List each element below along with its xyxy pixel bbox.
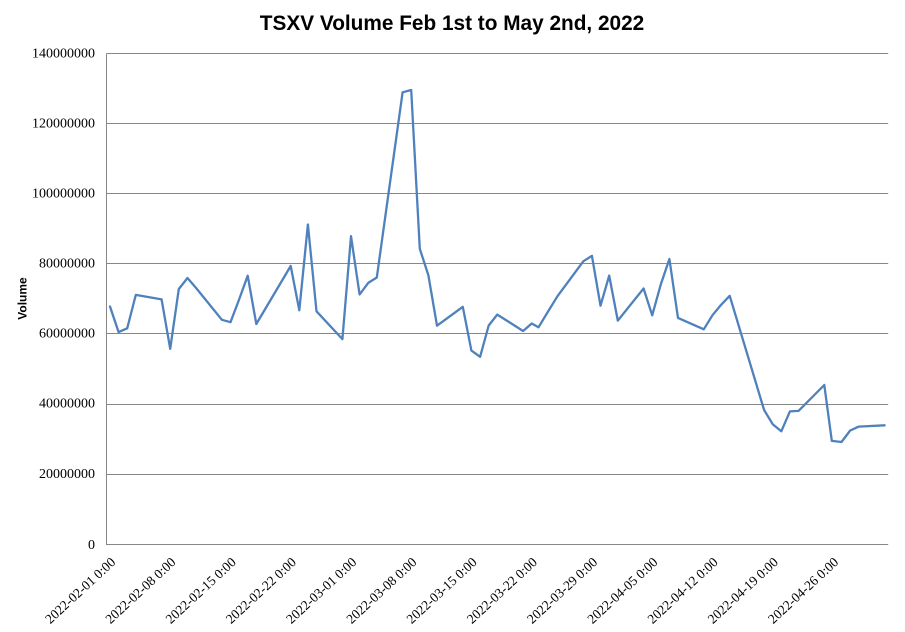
svg-text:80000000: 80000000 [39, 257, 95, 272]
svg-text:140000000: 140000000 [32, 47, 95, 62]
svg-text:Volume: Volume [16, 277, 30, 320]
svg-text:TSXV Volume Feb 1st to May 2nd: TSXV Volume Feb 1st to May 2nd, 2022 [260, 12, 644, 35]
svg-text:20000000: 20000000 [39, 467, 95, 482]
svg-text:120000000: 120000000 [32, 117, 95, 132]
svg-text:100000000: 100000000 [32, 187, 95, 202]
svg-text:0: 0 [88, 538, 95, 553]
svg-text:40000000: 40000000 [39, 397, 95, 412]
svg-text:60000000: 60000000 [39, 327, 95, 342]
